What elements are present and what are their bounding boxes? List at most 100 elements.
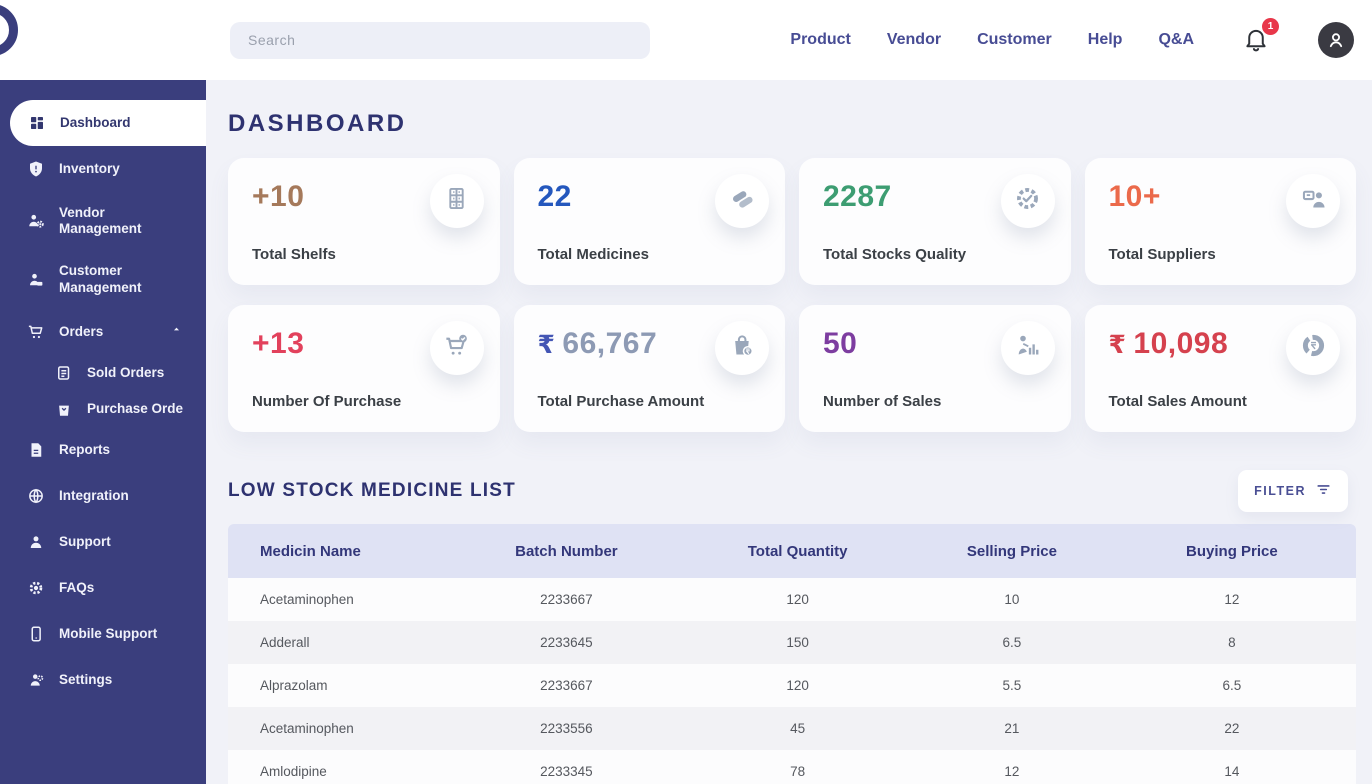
- column-header-batch-number: Batch Number: [515, 542, 618, 560]
- sidebar-item-support[interactable]: Support: [0, 519, 206, 565]
- table-cell: 2233345: [540, 764, 593, 779]
- sidebar-item-orders[interactable]: Orders: [0, 309, 206, 355]
- table-cell: 2233645: [540, 635, 593, 650]
- shelf-cabinet-icon: [443, 185, 470, 217]
- sidebar-item-mobile-support[interactable]: Mobile Support: [0, 611, 206, 657]
- sidebar-item-label: Reports: [59, 441, 111, 457]
- shield-icon: [26, 159, 46, 179]
- table-cell: 12: [1004, 764, 1020, 779]
- column-header-selling-price: Selling Price: [966, 542, 1057, 560]
- column-header-buying-price: Buying Price: [1186, 542, 1278, 560]
- notification-badge: 1: [1262, 18, 1279, 35]
- sidebar-item-customer-management[interactable]: Customer Management: [0, 250, 206, 308]
- user-avatar[interactable]: [1318, 22, 1354, 58]
- stat-label: Total Shelfs: [252, 246, 336, 263]
- sidebar-item-settings[interactable]: Settings: [0, 657, 206, 703]
- stats-grid: +10 Total Shelfs 22 Total Medicines 2287…: [228, 158, 1356, 432]
- sidebar-item-integration[interactable]: Integration: [0, 473, 206, 519]
- stat-value: +13: [252, 327, 305, 360]
- cart-check-icon: [443, 332, 470, 364]
- table-cell: 2233667: [540, 592, 593, 607]
- stat-value: 22: [537, 180, 572, 213]
- sidebar-item-label: Customer Management: [59, 263, 142, 295]
- stat-card-number-of-sales: 50 Number of Sales: [799, 305, 1071, 432]
- stat-label: Total Suppliers: [1108, 246, 1216, 263]
- stat-card-number-of-purchase: +13 Number Of Purchase: [228, 305, 500, 432]
- sidebar-item-label: Mobile Support: [59, 625, 158, 641]
- bag-rupee-icon: [729, 332, 756, 364]
- table-cell: Adderall: [260, 635, 310, 650]
- table-row[interactable]: Adderall 2233645 150 6.5 8: [228, 621, 1356, 664]
- table-cell: 12: [1224, 592, 1240, 607]
- topbar: Product Vendor Customer Help Q&A 1: [0, 0, 1372, 80]
- person-chart-icon: [1014, 332, 1041, 364]
- stat-label: Number Of Purchase: [252, 393, 402, 410]
- table-cell: 10: [1004, 592, 1020, 607]
- column-header-total-quantity: Total Quantity: [747, 542, 848, 560]
- nav-link-product[interactable]: Product: [790, 31, 851, 48]
- filter-button[interactable]: FILTER: [1238, 470, 1348, 512]
- stat-value: 2287: [823, 180, 892, 213]
- nav-link-vendor[interactable]: Vendor: [886, 31, 942, 48]
- nav-link-help[interactable]: Help: [1087, 31, 1123, 48]
- dashboard-icon: [27, 113, 47, 133]
- table-row[interactable]: Acetaminophen 2233667 120 10 12: [228, 578, 1356, 621]
- customer-icon: [26, 270, 46, 290]
- document-lines-icon: [54, 363, 74, 383]
- shopping-bag-icon: [54, 399, 74, 419]
- table-header-row: Medicin Name Batch Number Total Quantity Se…: [228, 524, 1356, 578]
- nav-link-qa[interactable]: Q&A: [1158, 31, 1194, 48]
- sidebar-item-label: Settings: [59, 671, 113, 687]
- table-row[interactable]: Acetaminophen 2233556 45 21 22: [228, 707, 1356, 750]
- chevron-up-icon: [171, 324, 182, 339]
- nav-link-customer[interactable]: Customer: [977, 31, 1052, 48]
- table-cell: Acetaminophen: [260, 592, 354, 607]
- table-cell: 22: [1224, 721, 1240, 736]
- table-cell: 2233667: [540, 678, 593, 693]
- low-stock-table: Medicin Name Batch Number Total Quantity Se…: [228, 524, 1356, 784]
- sidebar-item-inventory[interactable]: Inventory: [0, 146, 206, 192]
- table-cell: Amlodipine: [260, 764, 327, 779]
- sidebar-item-dashboard[interactable]: Dashboard: [10, 100, 206, 146]
- stat-value: ₹66,767: [537, 327, 658, 360]
- stat-label: Total Medicines: [537, 246, 649, 263]
- table-cell: 21: [1004, 721, 1020, 736]
- sidebar-item-faqs[interactable]: FAQs: [0, 565, 206, 611]
- stat-card-total-purchase-amount: ₹66,767 Total Purchase Amount: [513, 305, 785, 432]
- sidebar-item-sold-orders[interactable]: Sold Orders: [0, 355, 206, 391]
- table-row[interactable]: Amlodipine 2233345 78 12 14: [228, 750, 1356, 784]
- funnel-icon: [1315, 481, 1332, 501]
- sidebar-item-label: Dashboard: [60, 114, 131, 130]
- table-cell: 150: [786, 635, 809, 650]
- table-cell: 120: [786, 592, 809, 607]
- sidebar-item-label: Sold Orders: [87, 364, 165, 380]
- pie-rupee-icon: [1300, 332, 1327, 364]
- stat-card-total-medicines: 22 Total Medicines: [513, 158, 785, 285]
- table-cell: 120: [786, 678, 809, 693]
- sidebar-item-label: FAQs: [59, 579, 95, 595]
- vendor-gear-icon: [26, 211, 46, 231]
- sidebar-item-label: Vendor Management: [59, 205, 142, 237]
- table-cell: 14: [1224, 764, 1240, 779]
- low-stock-title: LOW STOCK MEDICINE LIST: [228, 480, 516, 501]
- notification-bell-icon[interactable]: 1: [1242, 18, 1279, 55]
- sidebar-item-vendor-management[interactable]: Vendor Management: [0, 192, 206, 250]
- sidebar: Dashboard Inventory Vendor Management Cu…: [0, 80, 206, 784]
- stat-value: 50: [823, 327, 858, 360]
- sidebar-item-reports[interactable]: Reports: [0, 427, 206, 473]
- filter-button-label: FILTER: [1254, 484, 1306, 498]
- stat-card-total-sales-amount: ₹10,098 Total Sales Amount: [1084, 305, 1356, 432]
- sidebar-item-label: Orders: [59, 323, 104, 339]
- sidebar-item-label: Inventory: [59, 160, 120, 176]
- table-cell: 78: [790, 764, 806, 779]
- search-input[interactable]: [230, 21, 650, 59]
- sidebar-item-purchase-orde[interactable]: Purchase Orde: [0, 391, 206, 427]
- stat-card-total-shelfs: +10 Total Shelfs: [228, 158, 500, 285]
- table-row[interactable]: Alprazolam 2233667 120 5.5 6.5: [228, 664, 1356, 707]
- rupee-symbol: ₹: [1108, 331, 1127, 359]
- table-cell: Alprazolam: [260, 678, 328, 693]
- table-cell: 2233556: [540, 721, 593, 736]
- person-gear-icon: [26, 670, 46, 690]
- stat-card-total-stocks-quality: 2287 Total Stocks Quality: [799, 158, 1071, 285]
- low-stock-section-head: LOW STOCK MEDICINE LIST FILTER: [228, 470, 1356, 512]
